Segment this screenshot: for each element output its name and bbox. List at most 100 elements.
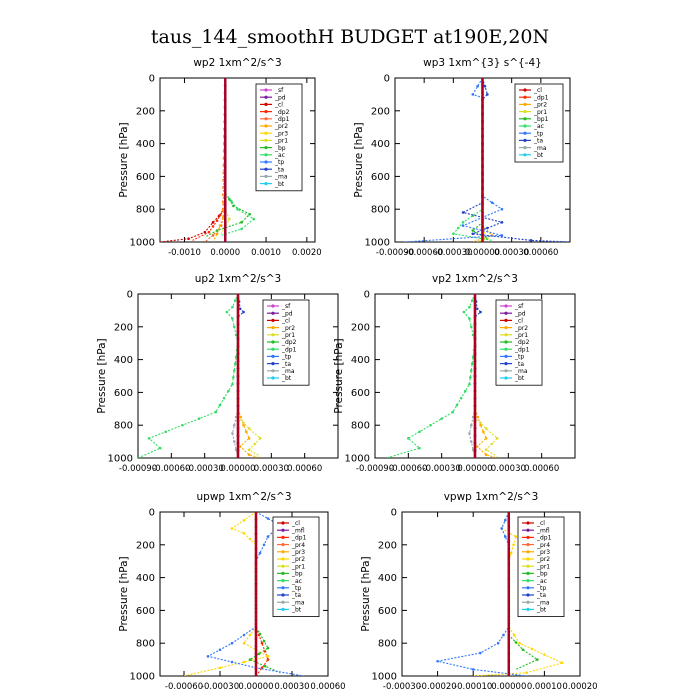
series-marker bbox=[218, 224, 222, 227]
legend-label: _ma bbox=[291, 599, 305, 606]
series-marker bbox=[456, 226, 460, 230]
legend-marker bbox=[523, 124, 527, 128]
legend: _sf_pd_cl_pr2_pr1_dp2_dp1_tp_ta_ma_bt bbox=[495, 299, 543, 386]
series-marker bbox=[484, 437, 488, 440]
series-marker bbox=[252, 217, 256, 221]
legend-marker bbox=[264, 88, 268, 92]
legend-label: _ma bbox=[281, 368, 295, 375]
series-marker bbox=[471, 668, 475, 671]
series-marker bbox=[471, 232, 475, 236]
series-marker bbox=[266, 658, 270, 661]
series-marker bbox=[266, 535, 270, 538]
y-axis-label: Pressure [hPa] bbox=[118, 556, 130, 631]
series-marker bbox=[215, 219, 219, 222]
series-marker bbox=[211, 234, 215, 237]
legend-marker bbox=[526, 571, 530, 576]
series-marker bbox=[469, 376, 472, 379]
series-marker bbox=[242, 633, 246, 637]
y-tick-label: 200 bbox=[378, 540, 397, 551]
chart-title: upwp 1xm^2/s^3 bbox=[197, 491, 292, 503]
series-marker bbox=[476, 84, 479, 88]
series-marker bbox=[469, 325, 473, 329]
series-marker bbox=[228, 217, 231, 221]
series-marker bbox=[500, 221, 504, 224]
series-marker bbox=[500, 234, 504, 237]
series-marker bbox=[475, 445, 479, 448]
x-tick-label: 0.00000 bbox=[491, 682, 526, 692]
legend-label: _pd bbox=[274, 94, 286, 101]
legend-label: _pr3 bbox=[536, 549, 550, 556]
y-tick-label: 1000 bbox=[372, 672, 397, 683]
series-marker bbox=[469, 369, 473, 372]
series-line bbox=[474, 294, 498, 457]
y-tick-label: 200 bbox=[371, 106, 390, 117]
series-line bbox=[404, 78, 504, 242]
x-tick-label: -0.00030 bbox=[434, 248, 472, 258]
chart-panel-5: upwp 1xm^2/s^3 Pressure [hPa] 0 200 400 600 80… bbox=[118, 491, 346, 692]
legend-marker bbox=[504, 354, 508, 358]
legend-marker bbox=[271, 376, 275, 380]
legend-label: _pr1 bbox=[533, 109, 547, 116]
series-marker bbox=[218, 403, 222, 407]
series-marker bbox=[258, 551, 262, 555]
series-marker bbox=[242, 532, 246, 535]
chart-title: vp2 1xm^2/s^3 bbox=[432, 273, 518, 285]
legend-marker bbox=[264, 160, 268, 164]
series-marker bbox=[240, 221, 243, 224]
y-tick-label: 200 bbox=[136, 540, 155, 551]
legend-marker bbox=[523, 146, 527, 150]
series-marker bbox=[518, 641, 521, 645]
x-tick-label: 0.00060 bbox=[287, 464, 322, 474]
series-marker bbox=[543, 653, 546, 656]
legend-label: _cl bbox=[291, 520, 300, 527]
x-tick-label: -0.00030 bbox=[186, 464, 224, 474]
series-marker bbox=[500, 207, 504, 211]
legend-marker bbox=[264, 153, 268, 157]
legend-marker bbox=[271, 326, 275, 330]
legend-label: _dp1 bbox=[536, 535, 552, 542]
legend-marker bbox=[526, 550, 530, 554]
series-marker bbox=[258, 437, 262, 440]
legend-marker bbox=[271, 369, 275, 373]
y-tick-label: 600 bbox=[136, 606, 155, 617]
series-marker bbox=[236, 207, 239, 211]
series-marker bbox=[468, 432, 471, 435]
legend-marker bbox=[281, 586, 285, 590]
series-marker bbox=[215, 232, 219, 236]
legend: _cl_mfl_dp1_pr4_pr3_pr2_pr1_bp_ac_tp_ta_… bbox=[272, 516, 320, 617]
x-tick-label: 0.0010 bbox=[251, 248, 281, 258]
series-marker bbox=[247, 448, 251, 452]
series-marker bbox=[262, 543, 266, 547]
y-tick-label: 1000 bbox=[365, 238, 390, 249]
y-tick-label: 400 bbox=[136, 573, 155, 584]
legend-marker bbox=[504, 304, 508, 308]
y-tick-label: 800 bbox=[371, 205, 390, 216]
series-marker bbox=[218, 648, 222, 652]
series-line bbox=[237, 294, 261, 457]
series-marker bbox=[239, 415, 243, 419]
series-marker bbox=[207, 230, 211, 234]
legend-marker bbox=[264, 110, 268, 114]
series-marker bbox=[230, 527, 234, 530]
legend-label: _dp1 bbox=[291, 535, 307, 542]
x-tick-label: 0.00030 bbox=[254, 464, 289, 474]
y-tick-label: 400 bbox=[114, 355, 133, 366]
series-marker bbox=[500, 527, 503, 530]
series-group bbox=[436, 512, 564, 676]
legend-label: _pr3 bbox=[274, 130, 288, 137]
legend-marker bbox=[526, 564, 530, 568]
series-marker bbox=[479, 423, 482, 427]
series-marker bbox=[242, 518, 246, 522]
series-marker bbox=[203, 230, 207, 234]
legend-label: _ma bbox=[514, 368, 528, 375]
series-marker bbox=[197, 417, 201, 420]
legend-label: _pr2 bbox=[536, 556, 550, 563]
y-tick-label: 400 bbox=[136, 139, 155, 150]
legend-label: _ta bbox=[281, 361, 291, 368]
x-tick-label: 0.00030 bbox=[491, 464, 526, 474]
series-marker bbox=[242, 423, 245, 427]
legend-marker bbox=[526, 600, 530, 604]
series-marker bbox=[232, 423, 236, 427]
series-marker bbox=[459, 396, 463, 400]
